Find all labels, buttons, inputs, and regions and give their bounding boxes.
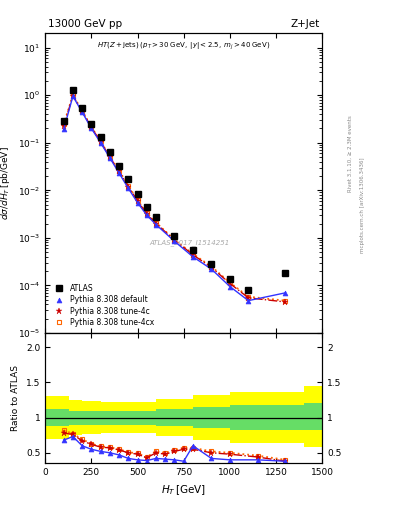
Line: ATLAS: ATLAS <box>60 87 289 293</box>
Pythia 8.308 default <box>228 284 232 290</box>
Line: Pythia 8.308 tune-4c: Pythia 8.308 tune-4c <box>60 92 289 306</box>
Text: mcplots.cern.ch [arXiv:1306.3436]: mcplots.cern.ch [arXiv:1306.3436] <box>360 157 365 252</box>
Pythia 8.308 default <box>135 200 140 206</box>
Pythia 8.308 default <box>191 254 195 260</box>
Line: Pythia 8.308 tune-4cx: Pythia 8.308 tune-4cx <box>61 93 288 303</box>
Pythia 8.308 tune-4cx <box>126 183 130 189</box>
Y-axis label: $d\sigma/dH_T\,[\mathrm{pb/GeV}]$: $d\sigma/dH_T\,[\mathrm{pb/GeV}]$ <box>0 146 12 220</box>
Pythia 8.308 default <box>89 125 94 132</box>
Pythia 8.308 default <box>80 109 84 115</box>
Pythia 8.308 default <box>108 155 112 161</box>
ATLAS <box>172 233 177 239</box>
Pythia 8.308 tune-4c <box>71 93 75 99</box>
Pythia 8.308 tune-4c <box>126 183 130 189</box>
ATLAS <box>209 261 214 267</box>
Y-axis label: Ratio to ATLAS: Ratio to ATLAS <box>11 365 20 431</box>
ATLAS <box>191 247 195 253</box>
ATLAS <box>145 204 149 210</box>
Pythia 8.308 tune-4c <box>108 154 112 160</box>
ATLAS <box>89 121 94 127</box>
Pythia 8.308 default <box>154 222 158 228</box>
Pythia 8.308 default <box>209 266 214 272</box>
Pythia 8.308 tune-4c <box>89 124 94 131</box>
ATLAS <box>283 270 288 276</box>
Pythia 8.308 tune-4cx <box>191 251 195 257</box>
ATLAS <box>98 134 103 140</box>
Pythia 8.308 tune-4cx <box>98 138 103 144</box>
Pythia 8.308 tune-4cx <box>71 92 75 98</box>
ATLAS <box>80 104 84 111</box>
Pythia 8.308 tune-4cx <box>80 108 84 114</box>
Pythia 8.308 tune-4cx <box>135 197 140 203</box>
Text: Z+Jet: Z+Jet <box>290 19 320 29</box>
Pythia 8.308 tune-4c <box>117 168 121 175</box>
Pythia 8.308 default <box>98 140 103 146</box>
ATLAS <box>135 190 140 197</box>
Text: ATLAS_2017_I1514251: ATLAS_2017_I1514251 <box>149 240 230 246</box>
ATLAS <box>154 214 158 220</box>
Pythia 8.308 tune-4cx <box>154 220 158 226</box>
Text: 13000 GeV pp: 13000 GeV pp <box>48 19 122 29</box>
Text: Rivet 3.1.10, ≥ 2.3M events: Rivet 3.1.10, ≥ 2.3M events <box>348 115 353 192</box>
Pythia 8.308 default <box>71 93 75 99</box>
Pythia 8.308 tune-4cx <box>61 121 66 127</box>
Pythia 8.308 default <box>145 212 149 218</box>
Text: $HT(Z+\mathrm{jets})\;(p_T > 30\;\mathrm{GeV},\;|y| < 2.5,\;m_j > 40\;\mathrm{Ge: $HT(Z+\mathrm{jets})\;(p_T > 30\;\mathrm… <box>97 41 270 52</box>
Pythia 8.308 tune-4c <box>191 252 195 258</box>
ATLAS <box>117 163 121 169</box>
Pythia 8.308 default <box>172 238 177 244</box>
Pythia 8.308 tune-4cx <box>246 294 251 300</box>
Pythia 8.308 tune-4c <box>98 139 103 145</box>
Pythia 8.308 tune-4c <box>209 264 214 270</box>
Pythia 8.308 tune-4cx <box>108 154 112 160</box>
Pythia 8.308 tune-4c <box>154 221 158 227</box>
Pythia 8.308 tune-4cx <box>145 210 149 216</box>
Pythia 8.308 default <box>246 297 251 304</box>
ATLAS <box>108 148 112 155</box>
Pythia 8.308 default <box>283 290 288 296</box>
Pythia 8.308 tune-4cx <box>283 297 288 304</box>
Legend: ATLAS, Pythia 8.308 default, Pythia 8.308 tune-4c, Pythia 8.308 tune-4cx: ATLAS, Pythia 8.308 default, Pythia 8.30… <box>48 281 157 330</box>
X-axis label: $H_T\,[\mathrm{GeV}]$: $H_T\,[\mathrm{GeV}]$ <box>161 483 206 497</box>
ATLAS <box>61 118 66 124</box>
Pythia 8.308 tune-4c <box>61 123 66 130</box>
Pythia 8.308 tune-4c <box>246 295 251 301</box>
ATLAS <box>126 176 130 182</box>
Pythia 8.308 tune-4cx <box>228 280 232 286</box>
ATLAS <box>71 87 75 93</box>
Pythia 8.308 tune-4c <box>283 299 288 305</box>
Pythia 8.308 default <box>117 170 121 176</box>
Pythia 8.308 tune-4c <box>172 237 177 243</box>
Pythia 8.308 default <box>126 185 130 191</box>
Pythia 8.308 tune-4cx <box>209 264 214 270</box>
Pythia 8.308 default <box>61 126 66 133</box>
ATLAS <box>228 275 232 282</box>
Pythia 8.308 tune-4cx <box>89 124 94 130</box>
Pythia 8.308 tune-4c <box>145 211 149 217</box>
Pythia 8.308 tune-4c <box>135 198 140 204</box>
Pythia 8.308 tune-4c <box>228 281 232 287</box>
ATLAS <box>246 287 251 293</box>
Pythia 8.308 tune-4c <box>80 108 84 114</box>
Line: Pythia 8.308 default: Pythia 8.308 default <box>61 94 288 303</box>
Pythia 8.308 tune-4cx <box>172 237 177 243</box>
Pythia 8.308 tune-4cx <box>117 167 121 174</box>
